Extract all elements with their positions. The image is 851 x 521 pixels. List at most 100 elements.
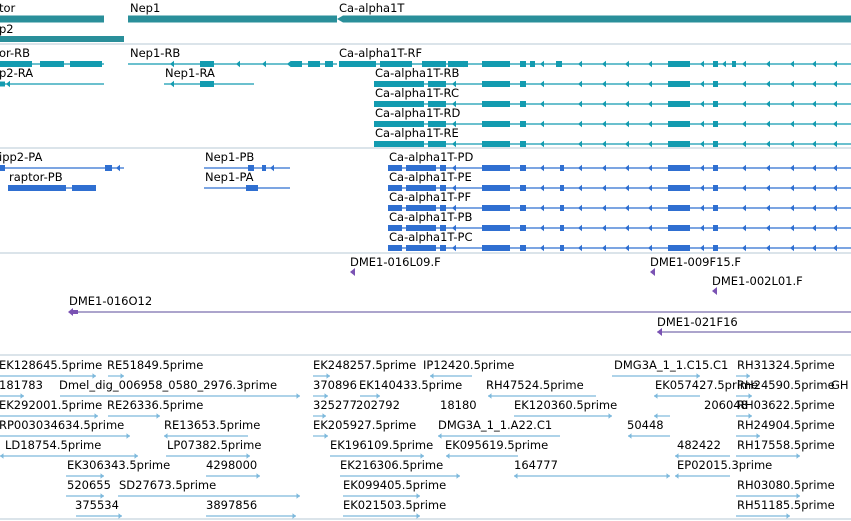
protein-label[interactable]: Nep1-PB [205, 150, 255, 164]
cds-block [482, 245, 510, 251]
strand-arrow [236, 60, 240, 68]
cds-block [262, 165, 266, 171]
est-label[interactable]: RE51849.5prime [107, 358, 204, 372]
strand-arrow [460, 60, 464, 68]
strand-arrow [625, 140, 629, 148]
strand-arrow [742, 80, 746, 88]
est-label[interactable]: Dmel_dig_006958_0580_2976.3prime [59, 378, 278, 392]
est-label[interactable]: EK292001.5prime [0, 398, 103, 412]
est-label[interactable]: DMG3A_1_1.A22.C1 [438, 418, 553, 432]
clone-label[interactable]: DME1-002L01.F [712, 274, 803, 288]
est-label[interactable]: RH24904.5prime [737, 418, 835, 432]
est-label[interactable]: RH31324.5prime [737, 358, 835, 372]
est-label[interactable]: LD18754.5prime [5, 438, 102, 452]
transcript-label[interactable]: Ca-alpha1T-RE [375, 126, 459, 140]
gene-label[interactable]: Ca-alpha1T [339, 1, 405, 15]
strand-arrow [540, 140, 544, 148]
strand-arrow [92, 373, 96, 379]
est-label[interactable]: 206048 [704, 398, 748, 412]
strand-arrow [675, 453, 679, 459]
clone-label[interactable]: DME1-016L09.F [350, 255, 441, 269]
strand-arrow [540, 100, 544, 108]
protein-label[interactable]: ipp2-PA [0, 150, 43, 164]
transcript-label[interactable]: Nep1-RB [130, 46, 181, 60]
protein-label[interactable]: Ca-alpha1T-PF [389, 190, 472, 204]
est-label[interactable]: 164777 [514, 458, 558, 472]
transcript-label[interactable]: Ca-alpha1T-RD [375, 106, 461, 120]
transcript-label[interactable]: Ca-alpha1T-RB [375, 66, 460, 80]
strand-arrow [625, 100, 629, 108]
transcript-label[interactable]: or-RB [0, 46, 31, 60]
est-label[interactable]: 181783 [0, 378, 43, 392]
exon-block [428, 81, 446, 87]
strand-arrow [648, 60, 652, 68]
strand-arrow [602, 120, 606, 128]
est-label[interactable]: RE26336.5prime [107, 398, 204, 412]
transcript-label[interactable]: Nep1-RA [165, 66, 215, 80]
strand-arrow [742, 60, 746, 68]
est-label[interactable]: RE13653.5prime [164, 418, 261, 432]
est-label[interactable]: RH17558.5prime [737, 438, 835, 452]
gene-label[interactable]: Nep1 [130, 1, 161, 15]
gene-label[interactable]: tor [0, 1, 16, 15]
est-label[interactable]: IP12420.5prime [423, 358, 515, 372]
strand-arrow [648, 244, 652, 252]
est-label[interactable]: 370896 [313, 378, 357, 392]
est-label[interactable]: EK099405.5prime [343, 478, 447, 492]
strand-arrow [766, 224, 770, 232]
est-label[interactable]: SD27673.5prime [119, 478, 217, 492]
est-label[interactable]: RH51185.5prime [737, 498, 835, 512]
est-label[interactable]: 202792 [356, 398, 400, 412]
est-label[interactable]: 520655 [67, 478, 111, 492]
est-label[interactable]: EK057427.5prime [655, 378, 759, 392]
strand-arrow [746, 373, 750, 379]
est-label[interactable]: EK306343.5prime [67, 458, 171, 472]
est-label[interactable]: RH03080.5prime [737, 478, 835, 492]
exon-block [374, 101, 424, 107]
est-label[interactable]: 375534 [75, 498, 119, 512]
strand-arrow [540, 184, 544, 192]
est-label[interactable]: LP07382.5prime [167, 438, 262, 452]
protein-label[interactable]: Ca-alpha1T-PC [389, 230, 473, 244]
est-label[interactable]: 4298000 [206, 458, 258, 472]
strand-arrow [742, 244, 746, 252]
est-label[interactable]: DMG3A_1_1.C15.C1 [614, 358, 729, 372]
transcript-label[interactable]: p2-RA [0, 66, 34, 80]
est-label[interactable]: EK248257.5prime [313, 358, 417, 372]
protein-label[interactable]: Ca-alpha1T-PD [389, 150, 474, 164]
est-label[interactable]: EK140433.5prime [359, 378, 463, 392]
clone-label[interactable]: DME1-016O12 [69, 294, 153, 308]
strand-arrow [812, 100, 816, 108]
protein-label[interactable]: Nep1-PA [205, 170, 254, 184]
est-label[interactable]: EK021503.5prime [343, 498, 447, 512]
est-label[interactable]: RP003034634.5prime [0, 418, 125, 432]
strand-arrow [540, 224, 544, 232]
est-label[interactable]: RH03622.5prime [737, 398, 835, 412]
est-label[interactable]: EK128645.5prime [0, 358, 103, 372]
est-label[interactable]: EP02015.3prime [677, 458, 773, 472]
est-label[interactable]: 3897856 [206, 498, 258, 512]
strand-arrow [812, 224, 816, 232]
est-label[interactable]: EK120360.5prime [514, 398, 618, 412]
est-label[interactable]: RH47524.5prime [486, 378, 584, 392]
transcript-label[interactable]: Ca-alpha1T-RF [339, 46, 423, 60]
transcript-label[interactable]: Ca-alpha1T-RC [375, 86, 459, 100]
est-label[interactable]: EK205927.5prime [313, 418, 417, 432]
clone-label[interactable]: DME1-021F16 [657, 315, 738, 329]
protein-label[interactable]: Ca-alpha1T-PE [389, 170, 472, 184]
est-label[interactable]: 50448 [627, 418, 664, 432]
clone-label[interactable]: DME1-009F15.F [650, 255, 741, 269]
est-label[interactable]: 482422 [677, 438, 721, 452]
est-label[interactable]: 325277 [313, 398, 357, 412]
est-label[interactable]: 18180 [440, 398, 477, 412]
strand-arrow [748, 413, 752, 419]
protein-label[interactable]: raptor-PB [9, 170, 63, 184]
est-label[interactable]: EK216306.5prime [340, 458, 444, 472]
est-label[interactable]: EK196109.5prime [330, 438, 434, 452]
strand-arrow [6, 80, 10, 88]
protein-label[interactable]: Ca-alpha1T-PB [389, 210, 473, 224]
est-label[interactable]: RH24590.5prime [737, 378, 835, 392]
est-label[interactable]: EK095619.5prime [445, 438, 549, 452]
est-label[interactable]: GH [831, 378, 849, 392]
gene-label[interactable]: p2 [0, 22, 14, 36]
